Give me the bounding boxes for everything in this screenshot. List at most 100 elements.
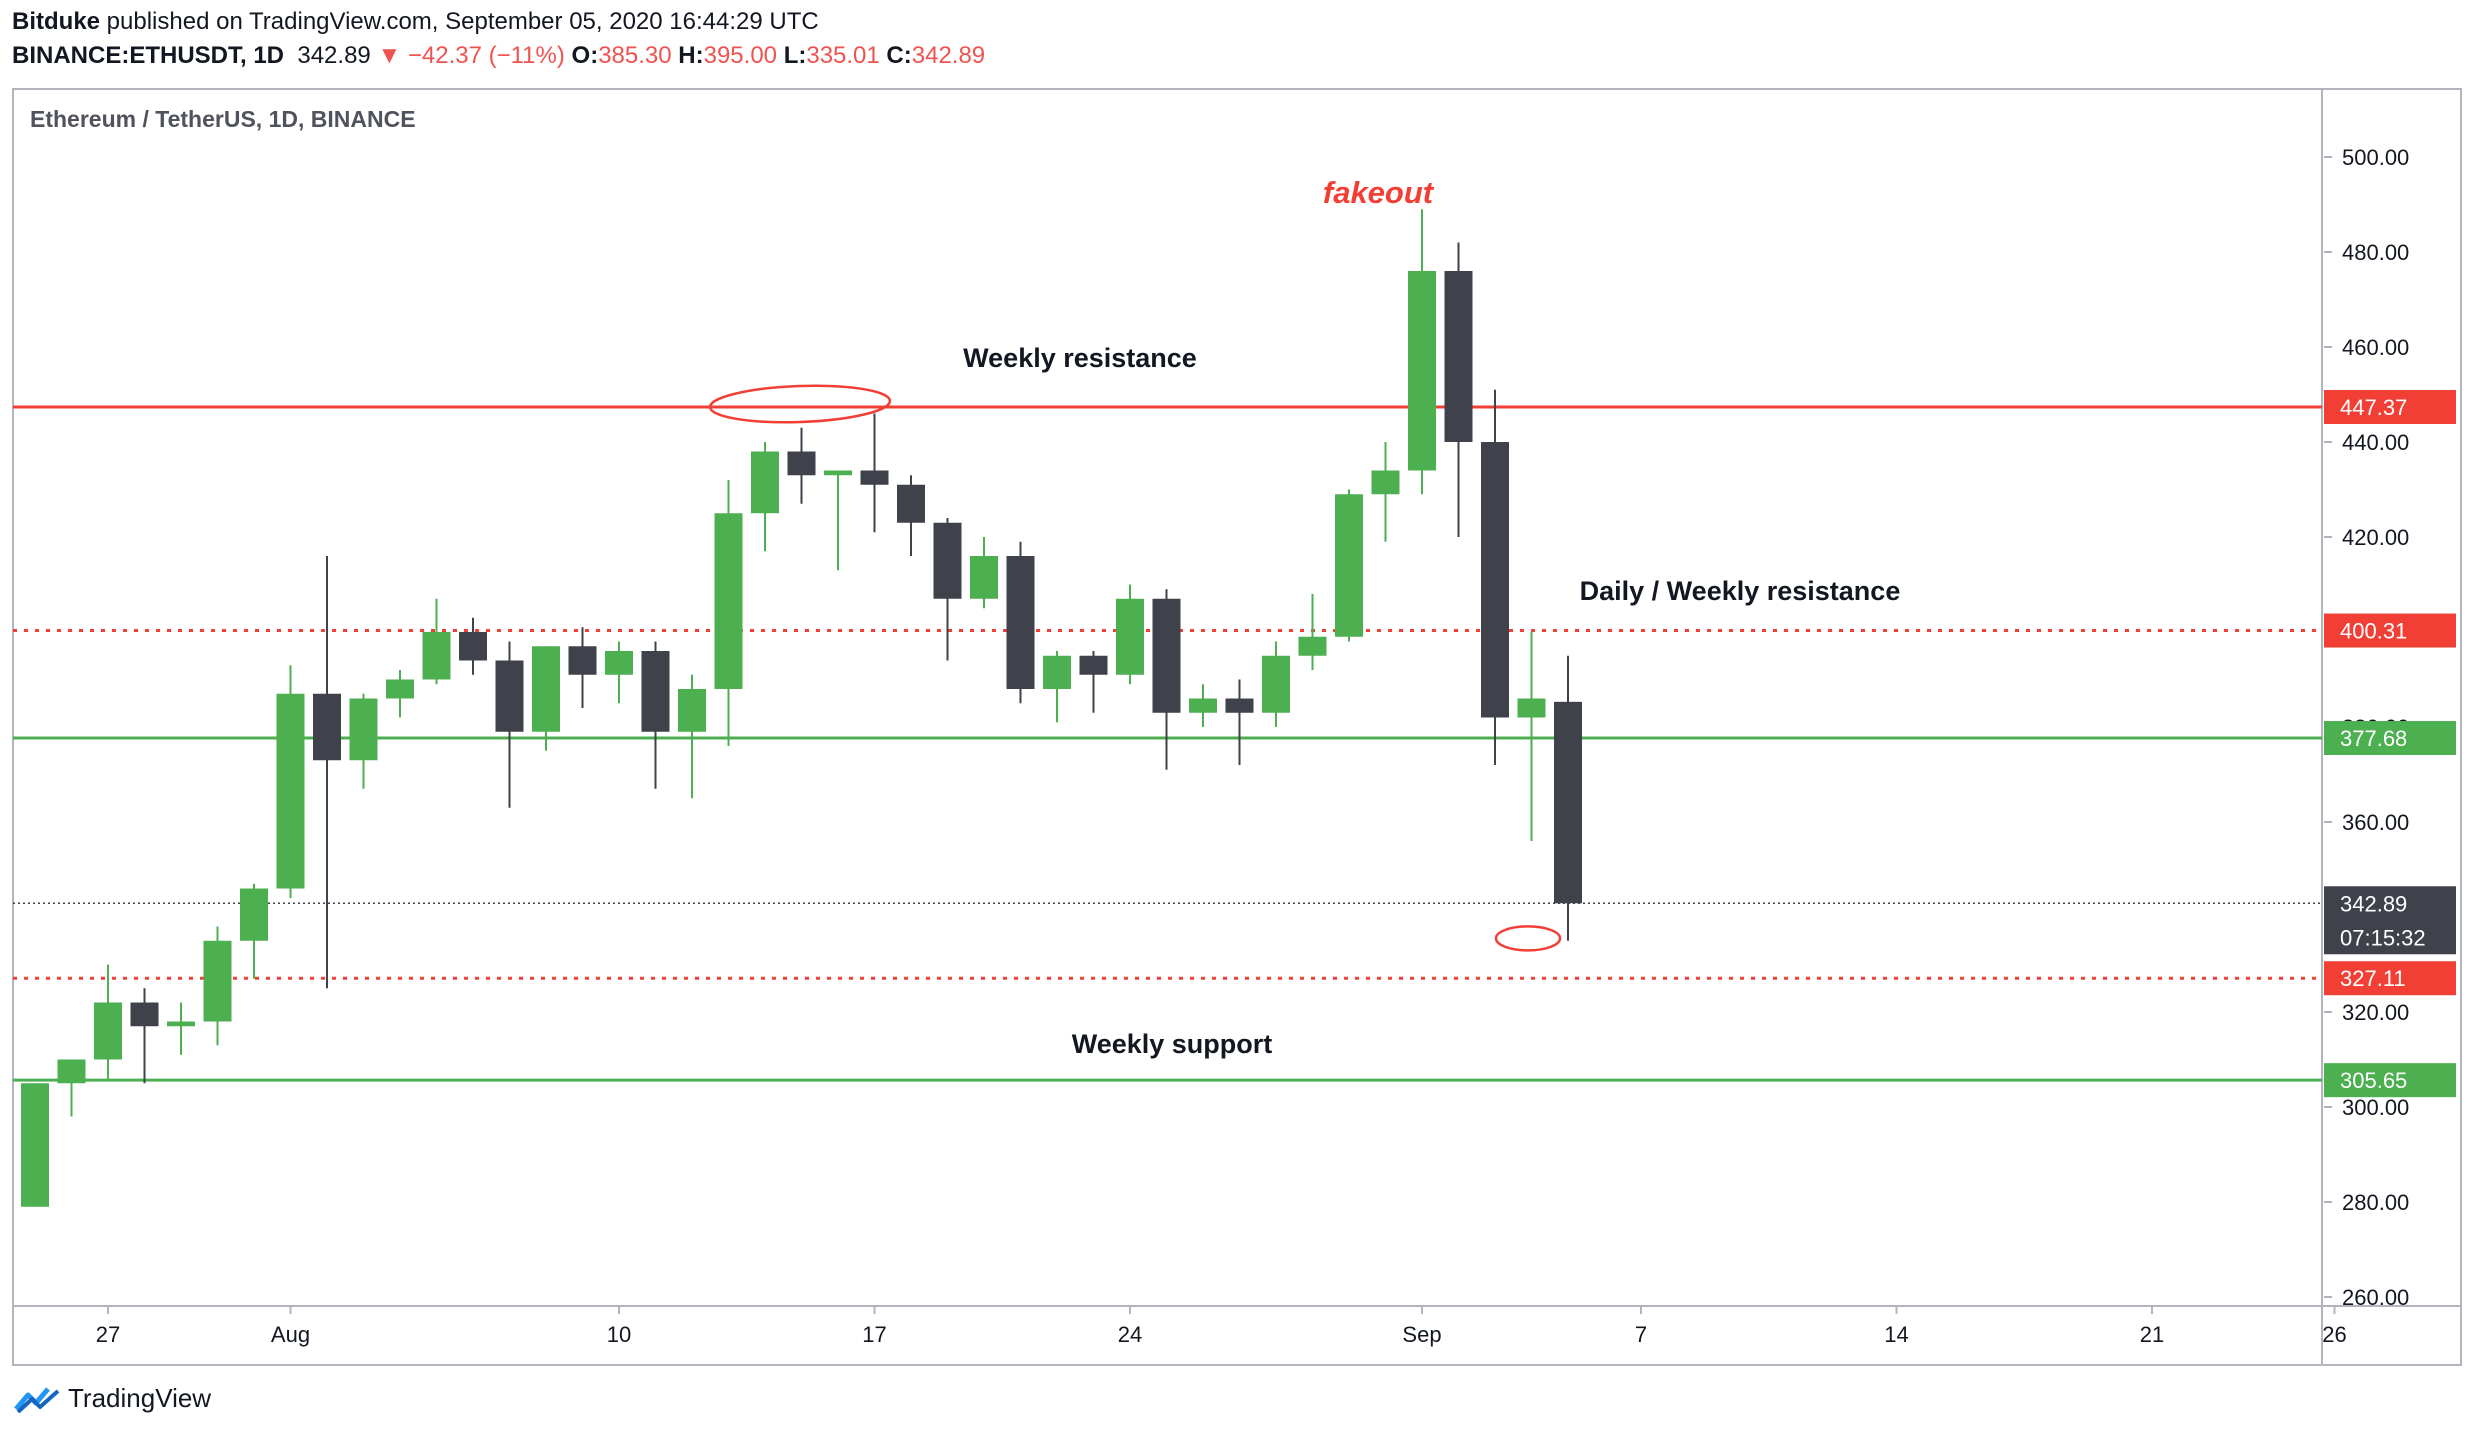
candle-body[interactable] [1298, 636, 1327, 656]
candle-body[interactable] [641, 651, 670, 732]
low-value: 335.01 [806, 42, 880, 69]
candle-body[interactable] [1116, 598, 1144, 675]
level-price-badge [2324, 389, 2456, 424]
candle-body[interactable] [1371, 470, 1400, 495]
candle-body[interactable] [1189, 698, 1217, 713]
candle-body[interactable] [1408, 271, 1436, 471]
level-price-label: 400.31 [2340, 619, 2407, 644]
symbol-line: BINANCE:ETHUSDT, 1D 342.89 ▼ −42.37 (−11… [12, 42, 985, 70]
candle-body[interactable] [1481, 442, 1509, 718]
price-tick-label: 460.00 [2342, 335, 2409, 360]
candle-body[interactable] [532, 646, 560, 732]
level-price-label: 377.68 [2340, 726, 2407, 751]
time-tick-label: 17 [862, 1322, 886, 1347]
author-name[interactable]: Bitduke [12, 8, 101, 35]
candle-body[interactable] [1554, 701, 1582, 904]
close-label: C: [886, 42, 912, 69]
annotation-weekly-resistance: Weekly resistance [963, 343, 1197, 373]
candle-body[interactable] [860, 470, 889, 485]
low-label: L: [783, 42, 807, 69]
high-label: H: [678, 42, 704, 69]
candle-body[interactable] [130, 1002, 159, 1027]
open-label: O: [571, 42, 599, 69]
candle-body[interactable] [824, 470, 852, 476]
high-value: 395.00 [703, 42, 778, 69]
resistance-circle [708, 384, 892, 424]
time-tick-label: 21 [2140, 1322, 2164, 1347]
candle-body[interactable] [459, 632, 487, 661]
price-tick-label: 500.00 [2342, 145, 2409, 170]
time-tick-label: 26 [2322, 1322, 2346, 1347]
level-price-badge [2324, 613, 2456, 648]
level-price-badge [2324, 721, 2456, 756]
price-tick-label: 300.00 [2342, 1095, 2409, 1120]
tradingview-logo[interactable]: TradingView [14, 1383, 211, 1414]
candle-body[interactable] [568, 646, 597, 675]
candle-body[interactable] [167, 1021, 195, 1027]
annotation-daily-weekly-resistance: Daily / Weekly resistance [1580, 576, 1901, 606]
price-tick-label: 420.00 [2342, 525, 2409, 550]
candle-body[interactable] [1006, 556, 1035, 689]
candle-body[interactable] [714, 513, 743, 689]
chart-title: Ethereum / TetherUS, 1D, BINANCE [30, 106, 416, 132]
time-tick-label: 27 [96, 1322, 120, 1347]
candle-body[interactable] [787, 451, 816, 476]
candle-body[interactable] [422, 632, 451, 680]
price-tick-label: 480.00 [2342, 240, 2409, 265]
time-axis[interactable]: 27 Aug 10 17 24 Sep 7 14 21 26 [96, 1306, 2347, 1347]
candle-body[interactable] [495, 660, 524, 732]
time-tick-label: 7 [1635, 1322, 1647, 1347]
candle-body[interactable] [203, 940, 232, 1022]
price-tick-label: 260.00 [2342, 1285, 2409, 1310]
level-price-badge [2324, 961, 2456, 996]
candle-body[interactable] [1043, 655, 1071, 689]
level-price-badge [2324, 1063, 2456, 1098]
candle-body[interactable] [897, 484, 925, 523]
candle-body[interactable] [1152, 598, 1181, 713]
candle-body[interactable] [1225, 698, 1254, 713]
candle-body[interactable] [751, 451, 779, 514]
candle-body[interactable] [970, 556, 998, 599]
open-value: 385.30 [598, 42, 672, 69]
candle-body[interactable] [933, 522, 962, 599]
candle-body[interactable] [1079, 655, 1108, 675]
last-price: 342.89 [297, 42, 371, 69]
candle-body[interactable] [21, 1083, 49, 1207]
candle-body[interactable] [1335, 494, 1363, 637]
candle-body[interactable] [678, 689, 706, 732]
candle-body[interactable] [94, 1002, 122, 1060]
time-tick-label: Sep [1402, 1322, 1441, 1347]
last-price-badge [2324, 886, 2456, 955]
time-tick-label: 14 [1884, 1322, 1908, 1347]
low-circle [1494, 925, 1562, 952]
time-tick-label: 10 [607, 1322, 631, 1347]
level-price-label: 305.65 [2340, 1068, 2407, 1093]
candle-body[interactable] [240, 888, 268, 941]
level-price-label: 447.37 [2340, 395, 2407, 420]
annotation-weekly-support: Weekly support [1072, 1029, 1273, 1059]
price-tick-label: 320.00 [2342, 1000, 2409, 1025]
candle-body[interactable] [1262, 655, 1290, 713]
price-change: ▼ −42.37 (−11%) [377, 42, 565, 69]
tradingview-brand: TradingView [68, 1383, 212, 1413]
candle-body[interactable] [1517, 698, 1546, 718]
candle-body[interactable] [276, 693, 305, 889]
candle-body[interactable] [57, 1059, 86, 1084]
time-tick-label: Aug [271, 1322, 310, 1347]
price-axis[interactable]: 260.00280.00300.00320.00340.00360.00380.… [2324, 145, 2456, 1310]
price-tick-label: 280.00 [2342, 1190, 2409, 1215]
last-price-label: 342.89 [2340, 891, 2407, 916]
candle-body[interactable] [349, 698, 378, 761]
close-value: 342.89 [911, 42, 986, 69]
candle-body[interactable] [313, 693, 341, 761]
publish-info: published on TradingView.com, September … [100, 8, 819, 35]
candle-body[interactable] [386, 679, 414, 699]
chart-frame[interactable] [12, 88, 2462, 1366]
candle-body[interactable] [605, 651, 633, 675]
symbol-name: BINANCE:ETHUSDT, 1D [12, 42, 285, 69]
price-tick-label: 360.00 [2342, 810, 2409, 835]
price-tick-label: 440.00 [2342, 430, 2409, 455]
candle-body[interactable] [1444, 271, 1473, 442]
annotation-fakeout: fakeout [1323, 175, 1435, 210]
